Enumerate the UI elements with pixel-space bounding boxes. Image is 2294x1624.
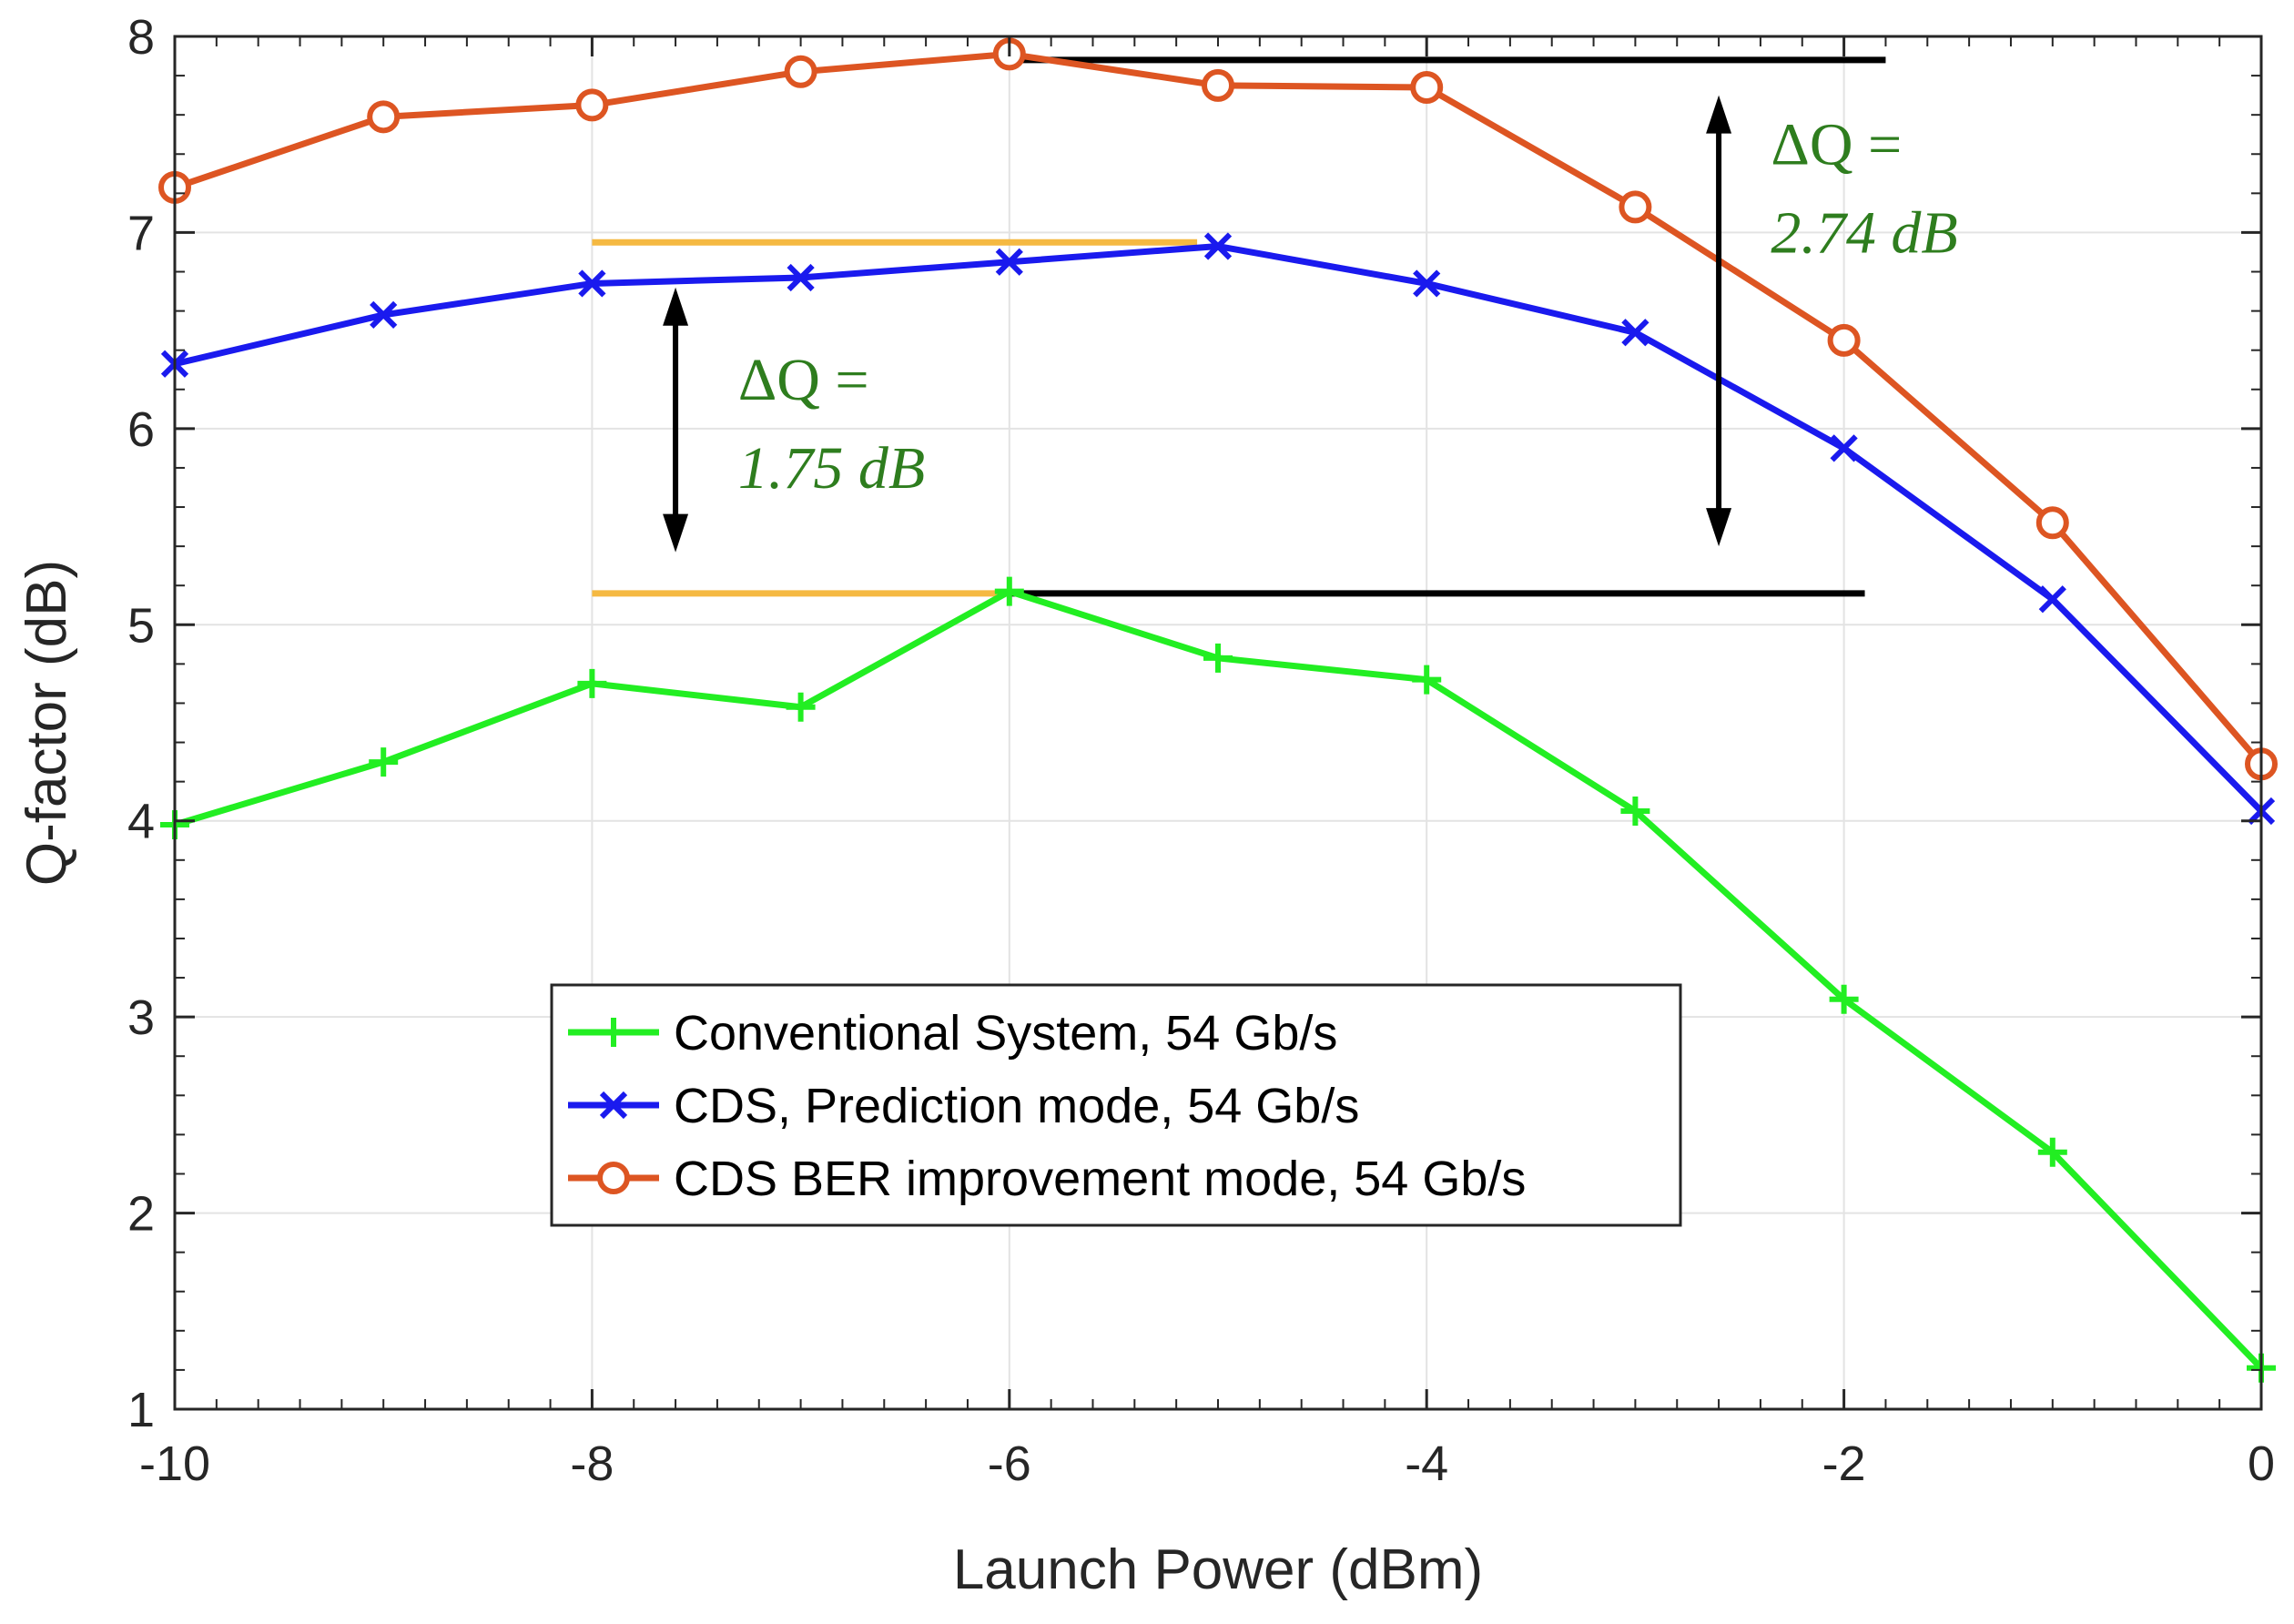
data-point [1620,796,1650,826]
delta-q-value: 1.75 dB [738,435,925,502]
data-point [2035,506,2069,540]
y-axis-label: Q-factor (dB) [15,560,78,886]
data-point [1829,984,1859,1014]
delta-q-annotation-2: ΔQ = 2.74 dB [1706,95,1958,547]
series-2 [160,232,2276,826]
legend-entry: CDS, Prediction mode, 54 Gb/s [568,1079,1359,1133]
x-tick-label: -10 [139,1436,210,1491]
data-point [370,300,398,330]
marker-stroke [578,269,606,298]
legend-entry: Conventional System, 54 Gb/s [568,1006,1337,1061]
data-point [1203,232,1233,260]
y-tick-label: 8 [127,10,155,65]
data-point [995,248,1023,276]
annotations: ΔQ = 1.75 dB ΔQ = 2.74 dB [663,95,1958,553]
series [158,37,2278,1383]
marker-stroke [2038,585,2066,614]
delta-q-value: 2.74 dB [1771,199,1957,266]
marker-stroke [787,263,815,292]
arrow-head-up [663,287,689,326]
legend-label: CDS, Prediction mode, 54 Gb/s [674,1079,1359,1133]
legend-box [550,983,1682,1227]
data-point [367,100,401,134]
x-tick-label: -4 [1405,1436,1448,1491]
y-tick-label: 3 [127,990,155,1045]
x-tick-label: -8 [570,1436,614,1491]
legend-marker [599,1018,628,1047]
series-1 [160,576,2276,1383]
marker-stroke [1413,269,1441,298]
data-point [1410,71,1444,105]
data-point [786,692,816,722]
y-tick-label: 2 [127,1187,155,1242]
marker-stroke [1203,232,1233,260]
marker-stroke [1621,319,1649,347]
x-axis-label: Launch Power (dBm) [953,1538,1483,1601]
data-point [369,747,399,777]
x-tick-label: -6 [988,1436,1031,1491]
data-point [787,263,815,292]
marker-stroke [599,1091,628,1120]
legend-label: CDS BER improvement mode, 54 Gb/s [674,1152,1526,1206]
data-point [1202,68,1234,102]
delta-q-label: ΔQ = [738,347,869,413]
legend-label: Conventional System, 54 Gb/s [674,1006,1337,1061]
data-point [1827,323,1861,357]
data-point [784,55,817,88]
data-point [578,269,606,298]
double-arrow [1706,95,1732,547]
axis-ticks: -10 -8 -6 -4 -2 0 1 2 3 4 5 6 7 8 [127,10,2275,1491]
legend: Conventional System, 54 Gb/s CDS, Predict… [550,983,1682,1227]
data-point [2037,1137,2067,1167]
arrow-head-down [1706,508,1732,547]
reference-lines [592,56,1886,597]
legend-entry: CDS BER improvement mode, 54 Gb/s [568,1152,1526,1206]
marker-stroke [995,248,1023,276]
arrow-head-up [1706,95,1732,134]
data-point [1413,269,1441,298]
x-tick-label: 0 [2248,1436,2275,1491]
data-point [2038,585,2066,614]
y-tick-label: 5 [127,598,155,653]
data-point [1203,643,1233,673]
data-point [577,668,607,698]
data-point [1619,190,1652,224]
y-tick-label: 1 [127,1383,155,1437]
marker-stroke [370,300,398,330]
y-tick-label: 6 [127,402,155,457]
delta-q-label: ΔQ = [1771,111,1902,178]
y-tick-label: 7 [127,206,155,260]
data-point [994,576,1024,606]
marker-stroke [1830,434,1858,462]
data-point [1830,434,1858,462]
data-point [1621,319,1649,347]
data-point [1412,665,1442,695]
data-point [575,88,609,122]
arrow-head-down [663,513,689,553]
double-arrow [663,287,689,553]
x-tick-label: -2 [1822,1436,1866,1491]
delta-q-annotation-1: ΔQ = 1.75 dB [663,287,925,553]
legend-marker [599,1091,628,1120]
legend-marker [597,1162,630,1194]
y-tick-label: 4 [127,795,155,849]
